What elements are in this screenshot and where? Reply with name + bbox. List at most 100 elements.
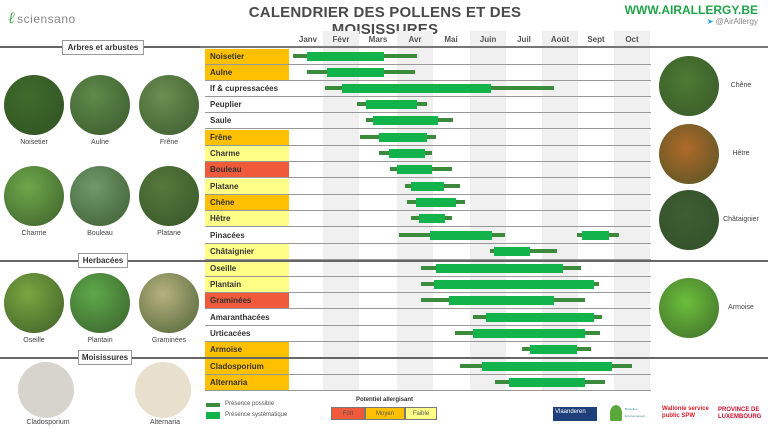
month-header: Mars: [368, 35, 388, 44]
plant-photo: [659, 190, 719, 250]
row-label: Armoise: [205, 342, 289, 357]
row-label: Frêne: [205, 130, 289, 145]
month-column-shade: [542, 48, 578, 391]
row-label: Platane: [205, 179, 289, 194]
plant-photo: [4, 273, 64, 333]
partner-wallonie-logo: Wallonie service public SPW: [662, 406, 709, 419]
plant-photo: [135, 362, 191, 418]
bar-presence-systematique: [342, 84, 491, 93]
plant-photo-label: Frêne: [159, 139, 179, 146]
section-divider-moisissures: [0, 357, 768, 359]
plant-photo-label: Graminées: [151, 337, 187, 344]
plant-photo: [139, 75, 199, 135]
row-divider: [205, 276, 651, 277]
plant-photo-label: Alternaria: [150, 419, 180, 426]
row-divider: [205, 243, 651, 244]
plant-photo: [659, 278, 719, 338]
row-divider: [205, 308, 651, 309]
plant-photo-label: Plantain: [87, 337, 113, 344]
row-label: Pinacées: [205, 228, 289, 243]
plant-photo-label: Platane: [157, 230, 181, 237]
row-divider: [205, 259, 651, 260]
row-label: Châtaignier: [205, 244, 289, 259]
plant-photo: [659, 56, 719, 116]
row-divider: [205, 80, 651, 81]
plant-photo: [18, 362, 74, 418]
plant-photo: [659, 124, 719, 184]
plant-photo-label: Noisetier: [20, 139, 48, 146]
website-link[interactable]: WWW.AIRALLERGY.BE: [624, 3, 758, 17]
section-divider-herbacees: [0, 260, 768, 262]
twitter-bird-icon: ➤: [706, 17, 716, 26]
row-divider: [205, 96, 651, 97]
row-divider: [205, 292, 651, 293]
plant-photo: [4, 166, 64, 226]
row-label: Chêne: [205, 195, 289, 210]
month-header: Avr: [397, 31, 433, 48]
plant-photo-label: Aulne: [91, 139, 109, 146]
bar-presence-systematique: [397, 165, 432, 174]
row-divider: [205, 374, 651, 375]
bar-presence-systematique: [436, 264, 563, 273]
bar-presence-systematique: [473, 329, 585, 338]
row-label: Oseille: [205, 261, 289, 276]
bar-presence-systematique: [449, 296, 554, 305]
month-header: Janv: [298, 35, 318, 44]
bar-presence-systematique: [416, 198, 456, 207]
month-header: Sept: [587, 35, 605, 44]
plant-photo: [4, 75, 64, 135]
plant-photo-label: Oseille: [23, 337, 45, 344]
plant-photo: [70, 273, 130, 333]
bar-presence-systematique: [509, 378, 585, 387]
row-label: Alternaria: [205, 375, 289, 390]
plant-photo: [139, 273, 199, 333]
row-divider: [205, 226, 651, 227]
logo-text: sciensano: [17, 12, 76, 26]
row-label: Noisetier: [205, 49, 289, 64]
row-label: Bouleau: [205, 162, 289, 177]
plant-photo: [70, 75, 130, 135]
row-divider: [205, 194, 651, 195]
row-divider: [205, 112, 651, 113]
row-divider: [205, 161, 651, 162]
plant-photo-label: Charme: [21, 230, 47, 237]
plant-photo-label: Châtaignier: [723, 216, 759, 223]
bar-presence-systematique: [389, 149, 425, 158]
section-label-herbacees: Herbacées: [78, 253, 128, 268]
month-header: Juin: [470, 31, 506, 48]
row-label: Plantain: [205, 277, 289, 292]
legend-possible-swatch: [206, 403, 220, 407]
partner-bruxelles-tree-icon: [610, 405, 622, 421]
month-column-shade: [614, 48, 650, 391]
row-label: Urticacées: [205, 326, 289, 341]
potentiel-fort: Fort: [331, 407, 365, 420]
legend-systematique-label: Présence systématique: [225, 412, 288, 418]
month-column-shade: [323, 48, 359, 391]
partner-vlaanderen-text: Vlaanderen: [555, 409, 586, 415]
header-divider: [0, 46, 768, 48]
partner-bruxelles-text: Bruxelles Environnement: [625, 407, 646, 418]
row-label: Peuplier: [205, 97, 289, 112]
bar-presence-systematique: [327, 68, 384, 77]
bar-presence-systematique: [582, 231, 609, 240]
row-label: If & cupressacées: [205, 81, 289, 96]
row-label: Amaranthacées: [205, 310, 289, 325]
row-label: Hêtre: [205, 211, 289, 226]
twitter-handle[interactable]: ➤ @AirAllergy: [707, 17, 758, 26]
row-divider: [205, 64, 651, 65]
legend-systematique-swatch: [206, 412, 220, 419]
bar-presence-systematique: [307, 52, 384, 61]
bar-presence-systematique: [494, 247, 530, 256]
potentiel-faible: Faible: [405, 407, 437, 420]
bar-presence-systematique: [373, 116, 438, 125]
bar-presence-systematique: [482, 362, 612, 371]
month-header: Oct: [614, 31, 650, 48]
row-label: Aulne: [205, 65, 289, 80]
plant-photo-label: Bouleau: [87, 230, 113, 237]
bar-presence-systematique: [366, 100, 417, 109]
bar-presence-systematique: [530, 345, 577, 354]
row-divider: [205, 128, 651, 129]
plant-photo-label: Armoise: [728, 304, 754, 311]
row-divider: [205, 177, 651, 178]
section-label-arbres: Arbres et arbustes: [62, 40, 144, 55]
